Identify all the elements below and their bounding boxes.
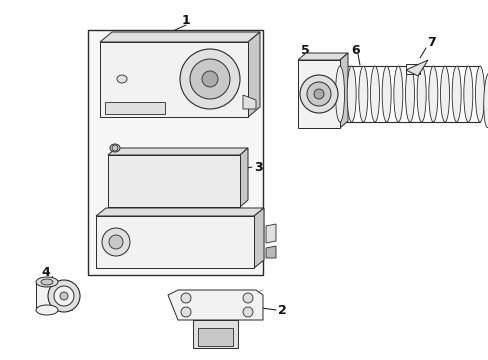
Ellipse shape — [440, 66, 448, 122]
Ellipse shape — [474, 66, 484, 122]
Text: 3: 3 — [253, 161, 262, 174]
Circle shape — [243, 293, 252, 303]
Ellipse shape — [405, 66, 414, 122]
Bar — [36, 282, 58, 310]
Polygon shape — [243, 95, 256, 109]
Polygon shape — [247, 32, 260, 117]
Circle shape — [54, 286, 74, 306]
Polygon shape — [108, 148, 247, 155]
Bar — [88, 30, 263, 275]
Text: 5: 5 — [300, 44, 309, 57]
Ellipse shape — [428, 66, 437, 122]
Ellipse shape — [346, 66, 355, 122]
Circle shape — [102, 228, 130, 256]
Ellipse shape — [117, 75, 127, 83]
Circle shape — [313, 89, 324, 99]
Polygon shape — [265, 246, 275, 258]
Ellipse shape — [335, 66, 344, 122]
Ellipse shape — [451, 66, 460, 122]
Polygon shape — [405, 60, 427, 76]
Circle shape — [181, 293, 191, 303]
Ellipse shape — [370, 66, 379, 122]
Bar — [100, 42, 247, 117]
Circle shape — [109, 235, 123, 249]
Ellipse shape — [463, 66, 472, 122]
Bar — [96, 216, 253, 268]
Polygon shape — [240, 148, 247, 207]
Polygon shape — [253, 208, 264, 268]
Polygon shape — [96, 208, 264, 216]
Ellipse shape — [41, 279, 53, 285]
Polygon shape — [100, 32, 260, 42]
Ellipse shape — [393, 66, 402, 122]
Circle shape — [112, 145, 118, 151]
Ellipse shape — [382, 66, 390, 122]
Polygon shape — [265, 224, 275, 243]
Bar — [198, 328, 232, 346]
Bar — [108, 155, 240, 207]
Polygon shape — [339, 53, 347, 128]
Circle shape — [48, 280, 80, 312]
Ellipse shape — [110, 144, 120, 152]
Circle shape — [60, 292, 68, 300]
Text: 1: 1 — [181, 14, 190, 27]
Ellipse shape — [358, 66, 367, 122]
Circle shape — [181, 307, 191, 317]
Text: 7: 7 — [427, 36, 435, 49]
Circle shape — [190, 59, 229, 99]
Circle shape — [299, 75, 337, 113]
Ellipse shape — [416, 66, 426, 122]
Bar — [193, 320, 238, 348]
Ellipse shape — [483, 73, 488, 127]
Polygon shape — [297, 53, 347, 60]
Circle shape — [306, 82, 330, 106]
Circle shape — [243, 307, 252, 317]
Ellipse shape — [36, 305, 58, 315]
Text: 6: 6 — [351, 44, 360, 57]
Bar — [297, 60, 339, 128]
Circle shape — [202, 71, 218, 87]
Ellipse shape — [36, 277, 58, 287]
Circle shape — [180, 49, 240, 109]
Text: 2: 2 — [278, 303, 286, 316]
Text: 4: 4 — [41, 266, 50, 279]
Polygon shape — [168, 290, 263, 320]
Bar — [105, 102, 164, 114]
Bar — [405, 64, 419, 74]
